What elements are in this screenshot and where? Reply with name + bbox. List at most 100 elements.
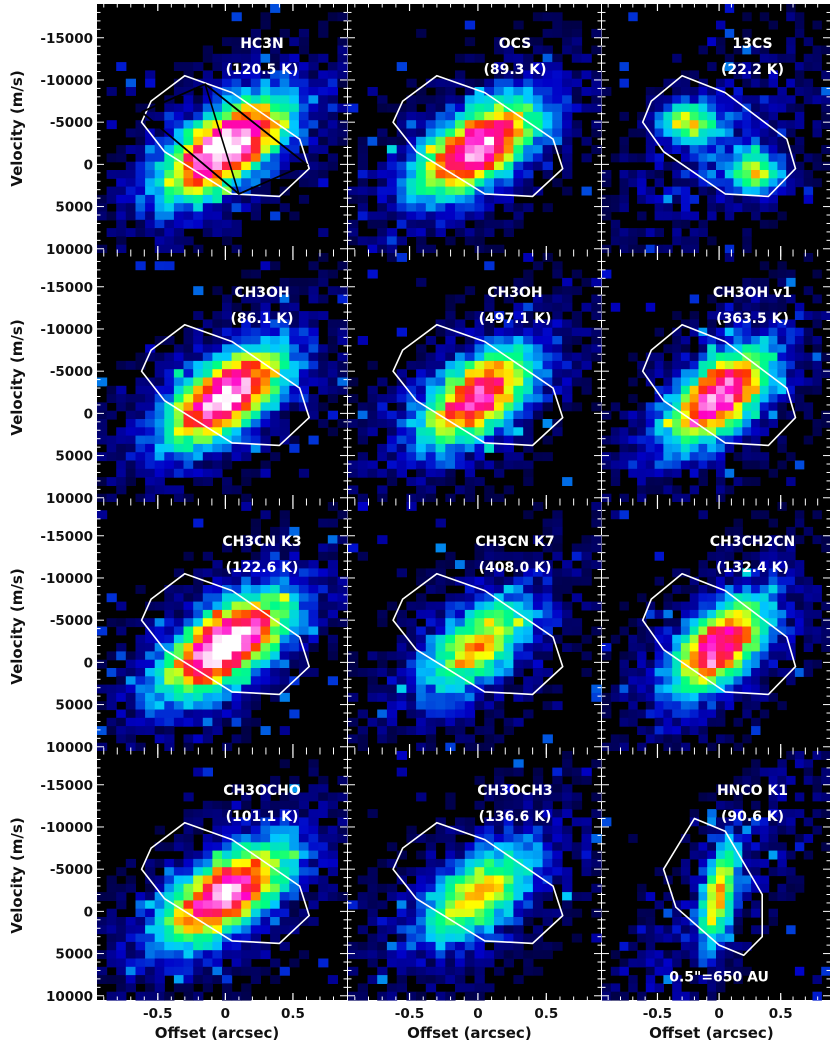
emission-pixel <box>795 585 804 594</box>
emission-pixel <box>174 419 184 428</box>
emission-pixel <box>504 87 514 96</box>
emission-pixel <box>416 212 426 221</box>
emission-pixel <box>725 195 734 204</box>
emission-pixel <box>222 236 232 245</box>
emission-pixel <box>813 21 822 30</box>
emission-pixel <box>299 311 309 320</box>
emission-pixel <box>280 386 290 395</box>
emission-pixel <box>406 178 416 187</box>
emission-pixel <box>222 353 232 362</box>
emission-pixel <box>280 510 290 519</box>
emission-pixel <box>193 369 203 378</box>
emission-pixel <box>562 610 572 619</box>
emission-pixel <box>203 851 213 860</box>
emission-pixel <box>445 162 455 171</box>
emission-pixel <box>145 469 155 478</box>
emission-pixel <box>742 419 751 428</box>
emission-pixel <box>699 394 708 403</box>
emission-pixel <box>232 676 242 685</box>
emission-pixel <box>445 635 455 644</box>
emission-pixel <box>562 369 572 378</box>
emission-pixel <box>813 319 822 328</box>
emission-pixel <box>690 104 699 113</box>
emission-pixel <box>368 361 378 370</box>
emission-pixel <box>261 137 271 146</box>
emission-pixel <box>280 336 290 345</box>
emission-pixel <box>572 552 582 561</box>
emission-pixel <box>786 336 795 345</box>
emission-pixel <box>155 195 165 204</box>
emission-pixel <box>552 286 562 295</box>
emission-pixel <box>465 635 475 644</box>
emission-pixel <box>436 444 446 453</box>
emission-pixel <box>672 643 681 652</box>
emission-pixel <box>620 461 629 470</box>
emission-pixel <box>426 635 436 644</box>
emission-pixel <box>813 311 822 320</box>
emission-pixel <box>280 162 290 171</box>
emission-pixel <box>760 510 769 519</box>
emission-pixel <box>725 734 734 743</box>
emission-pixel <box>742 386 751 395</box>
panel-temperature-label: (122.6 K) <box>226 560 299 576</box>
emission-pixel <box>769 195 778 204</box>
emission-pixel <box>328 95 338 104</box>
emission-pixel <box>212 668 222 677</box>
emission-pixel <box>184 361 194 370</box>
emission-pixel <box>707 419 716 428</box>
emission-pixel <box>716 353 725 362</box>
emission-pixel <box>672 485 681 494</box>
emission-pixel <box>672 668 681 677</box>
emission-pixel <box>280 419 290 428</box>
emission-pixel <box>232 627 242 636</box>
emission-pixel <box>513 178 523 187</box>
emission-pixel <box>742 12 751 21</box>
emission-pixel <box>582 602 592 611</box>
emission-pixel <box>637 461 646 470</box>
emission-pixel <box>533 37 543 46</box>
emission-pixel <box>543 145 553 154</box>
emission-pixel <box>222 660 232 669</box>
emission-pixel <box>620 676 629 685</box>
emission-pixel <box>251 336 261 345</box>
emission-pixel <box>562 87 572 96</box>
emission-pixel <box>397 195 407 204</box>
emission-pixel <box>655 104 664 113</box>
emission-pixel <box>203 411 213 420</box>
emission-pixel <box>318 295 328 304</box>
emission-pixel <box>251 361 261 370</box>
emission-pixel <box>786 328 795 337</box>
emission-pixel <box>145 79 155 88</box>
emission-pixel <box>543 295 553 304</box>
emission-pixel <box>465 386 475 395</box>
emission-pixel <box>261 660 271 669</box>
emission-pixel <box>289 643 299 652</box>
emission-pixel <box>690 87 699 96</box>
emission-pixel <box>174 178 184 187</box>
emission-pixel <box>261 685 271 694</box>
emission-pixel <box>760 145 769 154</box>
emission-pixel <box>681 112 690 121</box>
emission-pixel <box>572 568 582 577</box>
emission-pixel <box>769 386 778 395</box>
emission-pixel <box>406 477 416 486</box>
emission-pixel <box>193 876 203 885</box>
emission-pixel <box>672 635 681 644</box>
emission-pixel <box>821 535 830 544</box>
emission-pixel <box>690 394 699 403</box>
emission-pixel <box>690 635 699 644</box>
emission-pixel <box>786 46 795 55</box>
emission-pixel <box>416 610 426 619</box>
emission-pixel <box>646 228 655 237</box>
emission-pixel <box>455 129 465 138</box>
emission-pixel <box>337 12 347 21</box>
emission-pixel <box>251 145 261 154</box>
emission-pixel <box>289 95 299 104</box>
emission-pixel <box>270 386 280 395</box>
emission-pixel <box>184 236 194 245</box>
emission-pixel <box>289 104 299 113</box>
emission-pixel <box>164 178 174 187</box>
emission-pixel <box>465 228 475 237</box>
emission-pixel <box>358 469 368 478</box>
emission-pixel <box>406 411 416 420</box>
